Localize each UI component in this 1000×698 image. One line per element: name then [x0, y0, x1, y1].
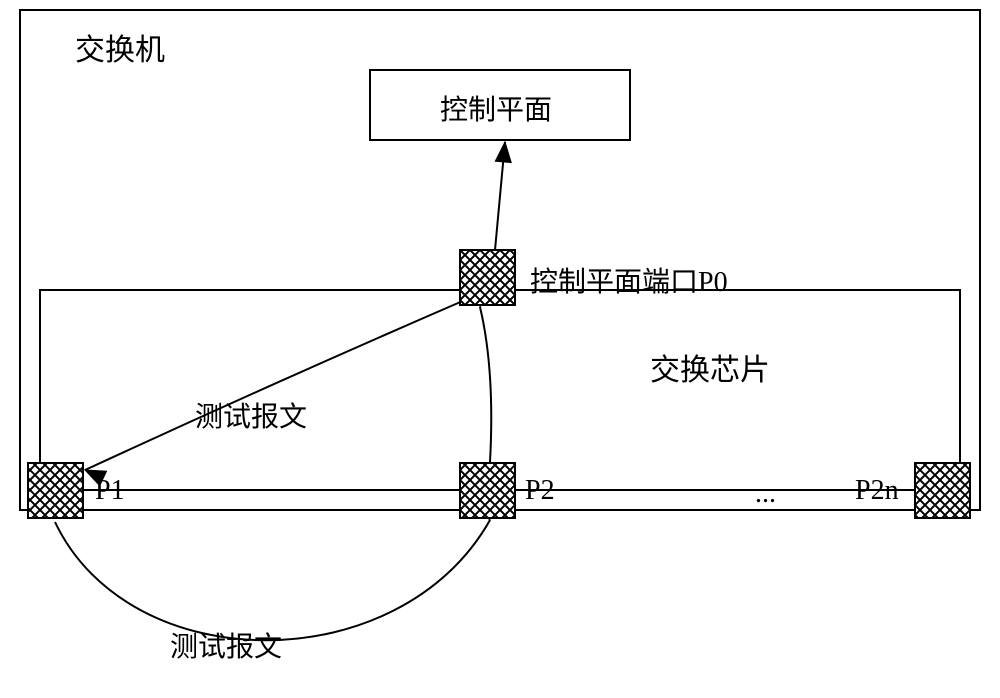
port-p2n-label: P2n	[855, 475, 899, 507]
arrows-group	[55, 142, 511, 640]
port-p2	[460, 463, 515, 518]
port-p2n	[915, 463, 970, 518]
control-plane-port-label: 控制平面端口P0	[530, 260, 728, 300]
switch-title-label: 交换机	[75, 25, 165, 69]
port-p2-label: P2	[525, 475, 555, 507]
port-ellipsis-label: ...	[755, 478, 776, 510]
test-msg-upper-label: 测试报文	[195, 395, 307, 435]
port-p1	[28, 463, 83, 518]
port-p1-label: P1	[95, 475, 125, 507]
switch-chip-box	[40, 290, 960, 490]
test-msg-lower-label: 测试报文	[170, 625, 282, 665]
port-p0	[460, 250, 515, 305]
control-plane-label: 控制平面	[440, 88, 552, 128]
switch-chip-label: 交换芯片	[650, 345, 770, 389]
